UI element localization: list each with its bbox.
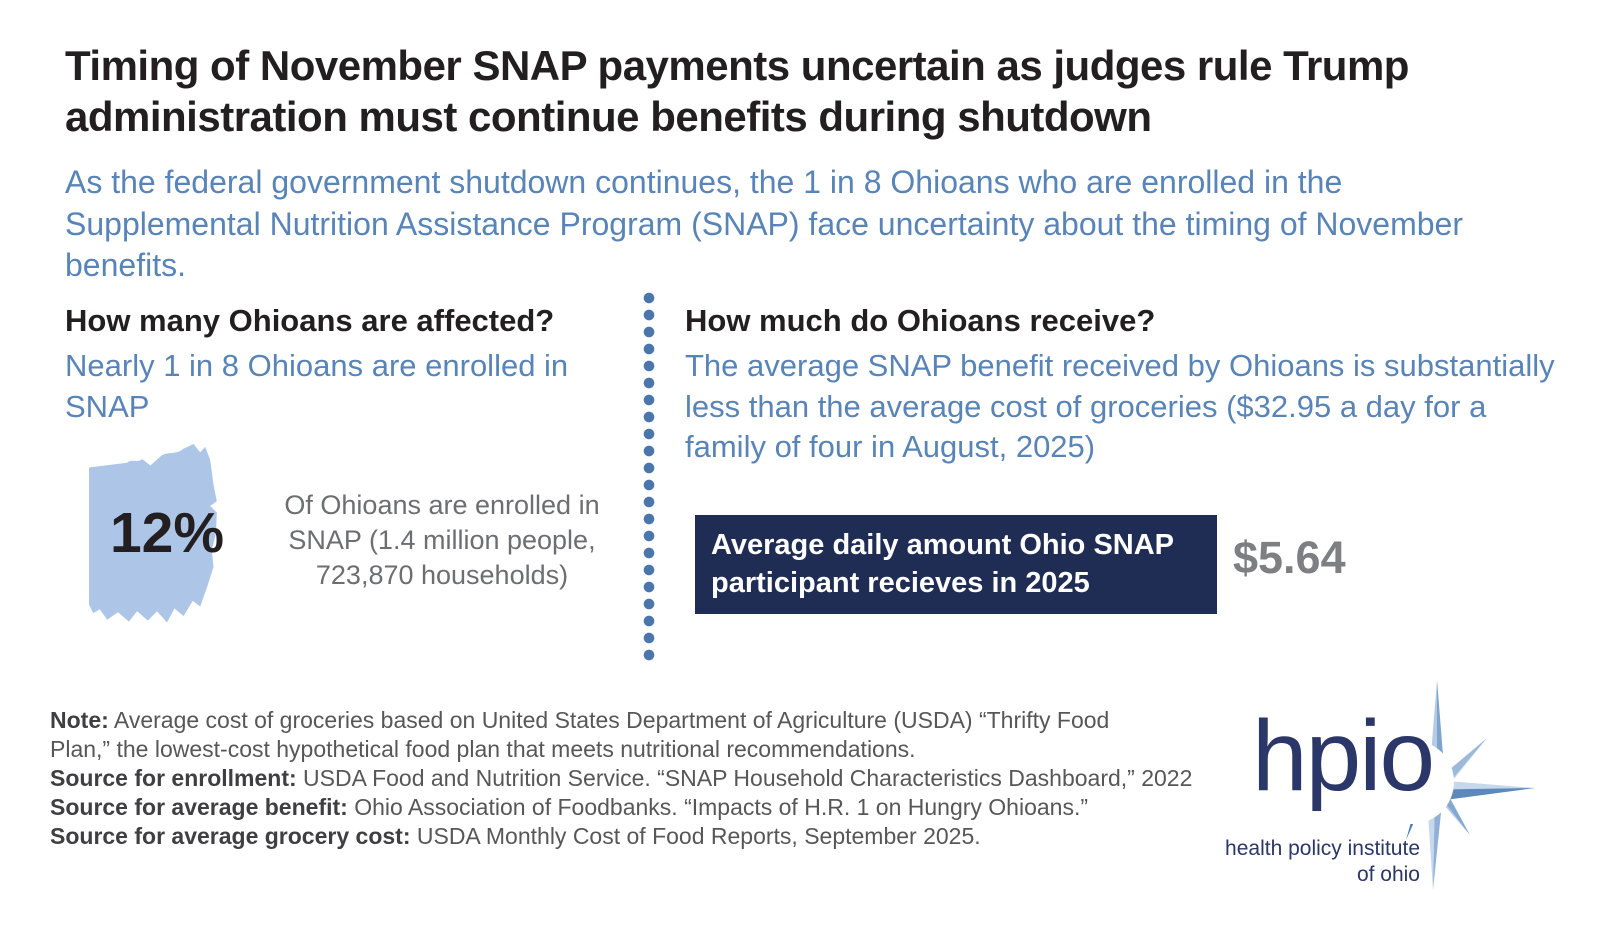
right-section-heading: How much do Ohioans receive?: [685, 303, 1156, 338]
hpio-logo-name: health policy institute of ohio: [1120, 836, 1420, 889]
logo-o-background: [1370, 740, 1454, 824]
left-section-heading: How many Ohioans are affected?: [65, 303, 555, 338]
page-title: Timing of November SNAP payments uncerta…: [65, 42, 1409, 141]
note-line: Note: Average cost of groceries based on…: [50, 707, 1110, 733]
section-how-much-receive: How much do Ohioans receive? The average…: [685, 303, 1565, 468]
source-benefit-line: Source for average benefit: Ohio Associa…: [50, 794, 1089, 820]
benefit-callout-box: Average daily amount Ohio SNAP participa…: [695, 515, 1217, 614]
source-grocery-line: Source for average grocery cost: USDA Mo…: [50, 823, 981, 849]
benefit-amount-value: $5.64: [1233, 532, 1346, 583]
logo-name-line2: of ohio: [1356, 863, 1420, 887]
source-enrollment-line: Source for enrollment: USDA Food and Nut…: [50, 765, 1193, 791]
footnotes: Note: Average cost of groceries based on…: [50, 706, 1250, 851]
intro-text: As the federal government shutdown conti…: [65, 164, 1463, 284]
logo-name-line1: health policy institute: [1225, 837, 1420, 860]
hpio-logo-text: hpio: [1252, 700, 1435, 812]
section-how-many-affected: How many Ohioans are affected? Nearly 1 …: [65, 303, 625, 427]
benefit-box-label: Average daily amount Ohio SNAP participa…: [711, 529, 1174, 599]
enrollment-caption: Of Ohioans are enrolled in SNAP (1.4 mil…: [284, 490, 600, 591]
dotted-divider: [643, 292, 655, 666]
enrollment-percentage: 12%: [109, 501, 225, 565]
note-line: Plan,” the lowest-cost hypothetical food…: [50, 736, 916, 762]
left-section-subheading: Nearly 1 in 8 Ohioans are enrolled in SN…: [65, 347, 569, 424]
ohio-state-icon: [84, 443, 250, 631]
right-section-subheading: The average SNAP benefit received by Ohi…: [685, 347, 1555, 465]
